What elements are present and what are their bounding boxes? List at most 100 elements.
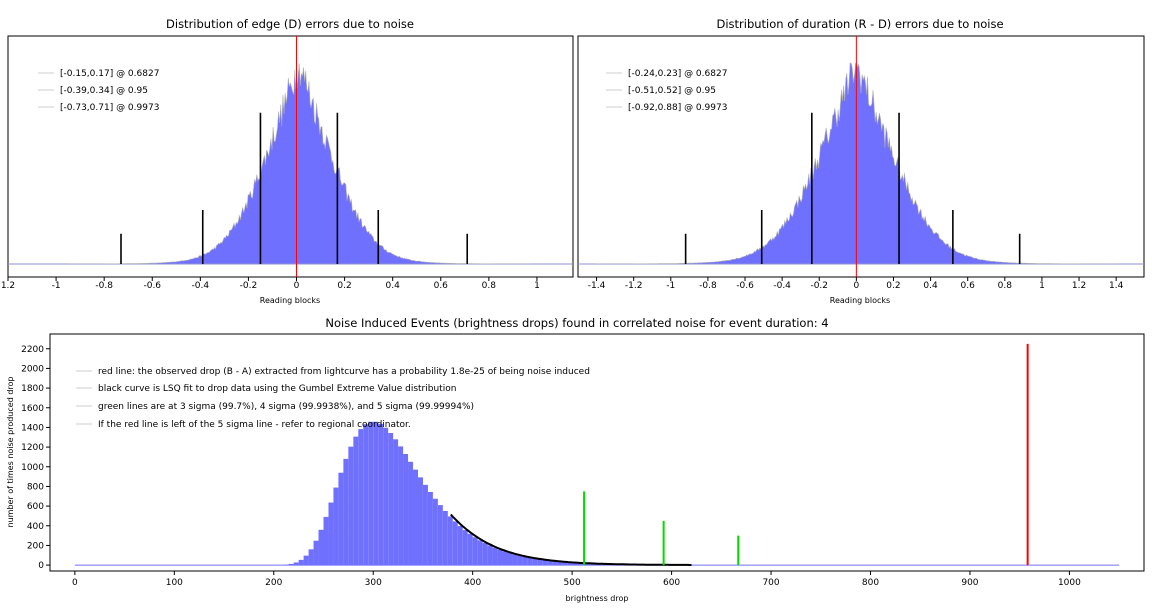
y-tick-label: 1600 xyxy=(21,404,44,414)
interval-markers xyxy=(120,36,469,277)
histogram-bar xyxy=(348,446,354,566)
y-tick-label: 400 xyxy=(27,522,44,532)
x-tick-label: 1 xyxy=(1039,281,1045,291)
histogram-bar xyxy=(487,545,493,566)
y-tick-label: 600 xyxy=(27,502,44,512)
y-tick-label: 1200 xyxy=(21,443,44,453)
x-tick-label: -1.4 xyxy=(588,281,606,291)
x-tick-label: -1 xyxy=(666,281,675,291)
x-tick-label: 1000 xyxy=(1058,578,1081,588)
histogram-bar xyxy=(353,436,359,566)
y-tick-label: 800 xyxy=(27,482,44,492)
histogram-bar xyxy=(482,543,488,566)
histogram-bar xyxy=(383,427,389,566)
x-tick-label: -1 xyxy=(52,281,61,291)
interval-markers xyxy=(684,36,1021,277)
duration-error-panel: Distribution of duration (R - D) errors … xyxy=(577,17,1145,305)
y-tick-label: 2200 xyxy=(21,345,44,355)
histogram-area xyxy=(578,62,1144,265)
histogram-bar xyxy=(512,554,518,566)
histogram-bar xyxy=(567,562,573,566)
histogram-bar xyxy=(288,563,294,566)
histogram-bar xyxy=(472,537,478,566)
plot-frame xyxy=(49,333,1145,572)
legend: [-0.15,0.17] @ 0.6827 [-0.39,0.34] @ 0.9… xyxy=(38,69,159,113)
histogram-bar xyxy=(437,505,443,566)
histogram-bar xyxy=(398,446,404,566)
x-tick-label: 200 xyxy=(265,578,282,588)
histogram-bar xyxy=(358,429,364,566)
legend-entry: [-0.73,0.71] @ 0.9973 xyxy=(60,103,159,113)
legend-entry: black curve is LSQ fit to drop data usin… xyxy=(98,384,456,394)
histogram-bar xyxy=(552,561,558,566)
histogram-bar xyxy=(393,439,399,566)
x-tick-label: -0.2 xyxy=(240,281,258,291)
x-tick-label: 0 xyxy=(853,281,859,291)
legend-entry: [-0.92,0.88] @ 0.9973 xyxy=(628,103,727,113)
x-tick-label: -0.8 xyxy=(95,281,113,291)
x-tick-label: 100 xyxy=(166,578,183,588)
y-tick-label: 1400 xyxy=(21,423,44,433)
histogram-bar xyxy=(378,423,384,566)
histogram-bar xyxy=(413,469,418,566)
chart-title: Distribution of edge (D) errors due to n… xyxy=(166,17,414,31)
x-tick-label: 1.2 xyxy=(1072,281,1086,291)
y-axis-ticks: 0 200 400 600 800 1000 1200 1400 1600 1800 2000 220… xyxy=(21,345,50,571)
x-tick-label: -0.6 xyxy=(143,281,161,291)
histogram-bar xyxy=(403,453,409,566)
x-axis-ticks: 1.2 -1 -0.8 -0.6 -0.4 -0.2 0 0.2 0.4 0.6 0.8 1 xyxy=(1,277,540,291)
x-tick-label: 700 xyxy=(762,578,779,588)
x-axis-ticks: 0 100 200 300 400 500 600 700 800 900 1000 xyxy=(72,571,1081,588)
x-tick-label: -0.6 xyxy=(736,281,754,291)
x-tick-label: 900 xyxy=(961,578,978,588)
edge-error-panel: Distribution of edge (D) errors due to n… xyxy=(1,17,574,305)
legend-entry: [-0.39,0.34] @ 0.95 xyxy=(60,86,148,96)
histogram-bar xyxy=(477,540,483,566)
y-axis-label: number of times noise produced drop xyxy=(6,377,15,528)
histogram-bar xyxy=(333,487,339,566)
x-tick-label: -0.8 xyxy=(699,281,717,291)
histogram-bar xyxy=(422,484,428,566)
x-axis-label: Reading blocks xyxy=(830,296,890,305)
histogram-bar xyxy=(408,461,414,566)
histogram-bars xyxy=(74,421,1120,566)
histogram-bar xyxy=(562,561,568,566)
y-tick-label: 1000 xyxy=(21,463,44,473)
histogram-bar xyxy=(522,556,528,566)
histogram-bar xyxy=(323,516,329,566)
histogram-bar xyxy=(328,502,334,566)
legend-entry: [-0.15,0.17] @ 0.6827 xyxy=(60,69,159,79)
histogram-bar xyxy=(368,421,374,566)
x-tick-label: 0 xyxy=(72,578,78,588)
legend-entry: If the red line is left of the 5 sigma l… xyxy=(98,420,411,430)
x-tick-label: 800 xyxy=(862,578,879,588)
histogram-bar xyxy=(298,559,304,566)
x-tick-label: 600 xyxy=(663,578,680,588)
histogram-bar xyxy=(542,559,548,566)
histogram-bar xyxy=(363,424,369,566)
histogram-bar xyxy=(497,549,503,566)
x-axis-label: brightness drop xyxy=(566,594,629,603)
histogram-bar xyxy=(442,510,448,566)
gumbel-fit-curve xyxy=(450,513,692,566)
histogram-bar xyxy=(293,562,299,566)
noise-events-panel: Noise Induced Events (brightness drops) … xyxy=(6,316,1145,603)
histogram-bar xyxy=(452,521,458,566)
y-tick-label: 1800 xyxy=(21,384,44,394)
histogram-bar xyxy=(572,562,578,566)
x-tick-label: 0.4 xyxy=(923,281,938,291)
histogram-bar xyxy=(308,549,314,566)
histogram-bar xyxy=(303,555,309,566)
x-axis-label: Reading blocks xyxy=(260,296,320,305)
histogram-bar xyxy=(427,492,433,566)
histogram-bar xyxy=(462,530,468,566)
x-axis-ticks: -1.4 -1.2 -1 -0.8 -0.6 -0.4 -0.2 0 0.2 0.4 0.6 0.8 1… xyxy=(588,277,1124,291)
x-tick-label: 0.8 xyxy=(998,281,1013,291)
x-tick-label: 0.6 xyxy=(434,281,449,291)
legend-entry: [-0.51,0.52] @ 0.95 xyxy=(628,86,716,96)
x-tick-label: 400 xyxy=(464,578,481,588)
x-tick-label: 1.4 xyxy=(1109,281,1124,291)
overlay-lines xyxy=(450,343,1029,566)
x-tick-label: 0 xyxy=(294,281,300,291)
